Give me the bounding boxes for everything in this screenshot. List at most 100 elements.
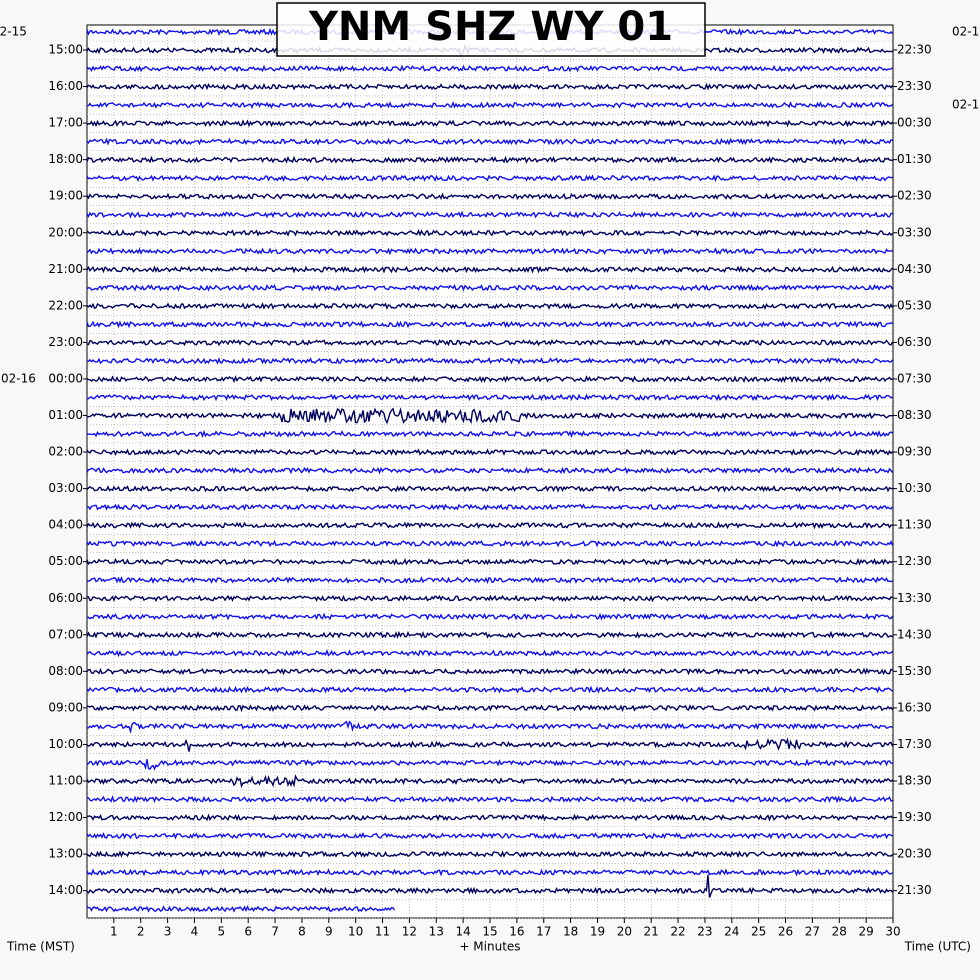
x-tick-label: 27 — [805, 925, 820, 939]
left-time-label: 19:00 — [48, 189, 83, 203]
trace — [86, 612, 894, 621]
trace — [86, 265, 894, 274]
x-tick-label: 22 — [670, 925, 685, 939]
right-time-label: 04:30 — [897, 262, 932, 276]
left-time-label: 11:00 — [48, 774, 83, 788]
right-time-label: 03:30 — [897, 225, 932, 239]
right-time-label: 22:30 — [897, 43, 932, 57]
left-time-label: 07:00 — [48, 627, 83, 641]
x-tick-label: 11 — [375, 925, 390, 939]
left-time-label: 21:00 — [48, 262, 83, 276]
trace — [86, 407, 893, 425]
x-tick-label: 23 — [697, 925, 712, 939]
right-time-label: 10:30 — [897, 481, 932, 495]
right-time-label: 19:30 — [897, 810, 932, 824]
x-tick-label: 10 — [348, 925, 363, 939]
trace — [86, 174, 893, 183]
grid — [87, 25, 893, 919]
x-tick-label: 14 — [455, 925, 470, 939]
x-tick-label: 20 — [617, 925, 632, 939]
x-tick-label: 26 — [778, 925, 793, 939]
x-axis-label: + Minutes — [459, 940, 520, 954]
trace — [86, 283, 894, 292]
trace — [87, 357, 894, 365]
left-time-label: 15:00 — [48, 43, 83, 57]
right-date-label: 02-16 — [952, 98, 980, 112]
title: YNM SHZ WY 01 — [308, 4, 673, 50]
trace — [86, 302, 894, 310]
left-time-label: 14:00 — [48, 883, 83, 897]
trace — [86, 503, 894, 512]
right-time-label: 17:30 — [897, 737, 932, 751]
right-time-label: 23:30 — [897, 79, 932, 93]
trace — [86, 774, 893, 789]
right-time-label: 12:30 — [897, 554, 932, 568]
right-time-label: 06:30 — [897, 335, 932, 349]
x-tick-label: 18 — [563, 925, 578, 939]
right-time-label: 21:30 — [897, 883, 932, 897]
trace — [86, 155, 893, 164]
trace — [86, 485, 893, 493]
left-time-label: 22:00 — [48, 298, 83, 312]
trace — [86, 813, 894, 822]
right-time-label: 11:30 — [897, 518, 932, 532]
right-time-label: 14:30 — [897, 627, 932, 641]
left-time-label: 04:00 — [48, 518, 83, 532]
x-tick-label: 9 — [325, 925, 333, 939]
trace — [86, 247, 893, 256]
x-tick-label: 29 — [858, 925, 873, 939]
trace — [86, 210, 893, 219]
left-time-label: 06:00 — [48, 591, 83, 605]
trace — [86, 850, 893, 859]
x-tick-label: 4 — [191, 925, 199, 939]
left-time-label: 05:00 — [48, 554, 83, 568]
x-tick-label: 5 — [218, 925, 226, 939]
trace — [86, 704, 894, 713]
trace — [86, 874, 894, 898]
trace — [86, 393, 893, 402]
x-tick-label: 25 — [751, 925, 766, 939]
trace — [86, 685, 893, 694]
right-time-label: 02:30 — [897, 189, 932, 203]
x-tick-label: 6 — [244, 925, 252, 939]
trace — [86, 648, 893, 658]
left-axis-label: Time (MST) — [6, 940, 75, 954]
right-time-label: 16:30 — [897, 700, 932, 714]
trace — [86, 795, 893, 804]
right-time-label: 08:30 — [897, 408, 932, 422]
trace — [86, 575, 893, 585]
x-tick-label: 16 — [509, 925, 524, 939]
right-time-label: 01:30 — [897, 152, 932, 166]
left-time-label: 08:00 — [48, 664, 83, 678]
trace — [86, 758, 893, 771]
trace — [86, 466, 894, 475]
right-time-label: 13:30 — [897, 591, 932, 605]
trace — [86, 64, 893, 73]
x-tick-label: 8 — [298, 925, 306, 939]
traces — [86, 27, 894, 913]
title-box — [276, 2, 706, 57]
trace — [86, 82, 894, 91]
x-tick-label: 15 — [482, 925, 497, 939]
left-date-label: 02-16 — [1, 371, 36, 385]
left-time-label: 01:00 — [48, 408, 83, 422]
left-time-label: 00:00 — [48, 371, 83, 385]
left-time-label: 10:00 — [48, 737, 83, 751]
right-date-label: 02-15 — [952, 25, 980, 39]
x-tick-label: 17 — [536, 925, 551, 939]
right-time-label: 20:30 — [897, 847, 932, 861]
trace — [86, 448, 893, 457]
trace — [86, 905, 396, 913]
right-time-label: 00:30 — [897, 116, 932, 130]
x-tick-label: 2 — [137, 925, 145, 939]
x-tick-label: 30 — [885, 925, 900, 939]
left-time-label: 03:00 — [48, 481, 83, 495]
x-tick-label: 3 — [164, 925, 172, 939]
trace — [86, 720, 893, 734]
right-axis-label: Time (UTC) — [904, 940, 971, 954]
trace — [86, 594, 893, 603]
trace — [86, 630, 893, 640]
trace — [86, 339, 894, 347]
trace — [86, 100, 894, 110]
